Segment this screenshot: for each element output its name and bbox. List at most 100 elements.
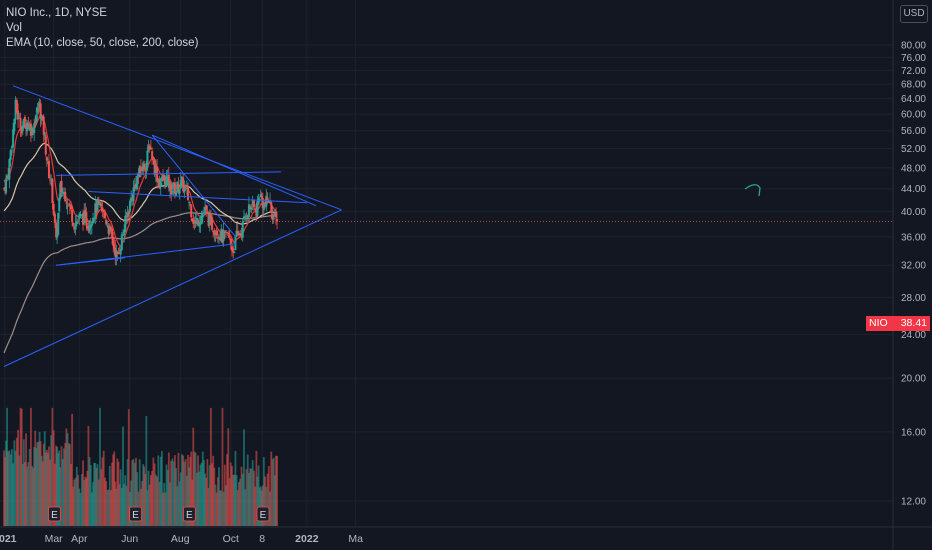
price-axis-tick-label: 24.00 — [901, 330, 926, 341]
volume-bar — [133, 462, 136, 526]
volume-bar — [50, 435, 53, 526]
candle-body — [200, 215, 203, 223]
candle-body — [41, 115, 44, 118]
currency-badge[interactable]: USD — [900, 5, 928, 23]
candle-body — [136, 176, 139, 190]
volume-bar — [136, 472, 139, 526]
price-axis-tick-label: 60.00 — [901, 110, 926, 121]
earnings-marker — [48, 506, 61, 522]
volume-bar — [170, 460, 173, 526]
candle-body — [62, 191, 65, 194]
candle-body — [90, 223, 93, 226]
volume-bar — [60, 446, 63, 526]
candle-body — [67, 203, 70, 205]
volume-bar — [25, 433, 27, 526]
volume-bar — [135, 457, 137, 526]
candle-body — [188, 202, 191, 203]
candle-body — [133, 185, 136, 189]
candle-body — [172, 182, 175, 189]
candle-body — [224, 230, 227, 232]
volume-bar — [218, 467, 220, 526]
volume-bar — [246, 454, 249, 526]
volume-bar — [6, 407, 9, 526]
volume-bar — [53, 463, 56, 526]
candle-body — [147, 147, 150, 150]
candle-body — [49, 179, 52, 181]
candle-body — [223, 231, 226, 233]
price-axis-tick-label: 56.00 — [901, 126, 926, 137]
candle-body — [146, 150, 149, 166]
candle-body — [193, 222, 196, 224]
volume-bar — [206, 459, 209, 526]
candle-body — [65, 202, 68, 204]
volume-bar — [227, 428, 230, 526]
volume-bar — [266, 473, 269, 526]
candle-body — [190, 205, 193, 218]
candle-body — [232, 248, 235, 253]
volume-bar — [18, 455, 21, 526]
candle-body — [238, 232, 241, 236]
candle-body — [201, 214, 204, 218]
candle-body — [51, 179, 54, 204]
candle-body — [204, 207, 207, 213]
volume-bar — [241, 473, 244, 526]
candle-body — [10, 146, 13, 149]
volume-bar — [264, 476, 266, 526]
candle-body — [106, 226, 109, 228]
candle-body — [9, 150, 12, 160]
volume-bar — [24, 462, 26, 526]
candle-body — [179, 179, 182, 189]
candle-body — [53, 213, 56, 223]
candle-body — [35, 114, 38, 122]
candle-body — [202, 213, 205, 214]
volume-bar — [233, 474, 236, 526]
candle-body — [271, 214, 274, 220]
time-axis-tick-label: Jun — [121, 533, 138, 545]
volume-bar — [31, 466, 34, 526]
candle-body — [171, 190, 174, 193]
price-axis-tick-label: 36.00 — [901, 232, 926, 243]
volume-bar — [216, 477, 219, 526]
volume-bar — [228, 478, 231, 526]
volume-bar — [215, 492, 218, 526]
volume-bar — [9, 454, 12, 526]
volume-bar — [112, 454, 115, 526]
volume-bar — [28, 448, 31, 526]
candle-body — [215, 230, 218, 236]
volume-bar — [27, 462, 30, 526]
candle-body — [79, 214, 82, 216]
volume-bar — [201, 451, 204, 526]
ema-indicator-label[interactable]: EMA (10, close, 50, close, 200, close) — [6, 37, 199, 49]
volume-bar — [20, 408, 23, 526]
symbol-title[interactable]: NIO Inc., 1D, NYSE — [6, 7, 107, 19]
trendline — [56, 171, 282, 176]
candle-body — [22, 118, 25, 127]
volume-bar — [84, 476, 87, 526]
time-axis-tick-label: Mar — [45, 533, 64, 545]
time-axis-tick-label: Apr — [71, 533, 88, 545]
volume-bar — [209, 407, 212, 526]
volume-bar — [211, 463, 213, 526]
volume-bar — [235, 475, 238, 526]
volume-bar — [164, 492, 167, 526]
candle-body — [245, 215, 248, 217]
price-axis-tick-label: 32.00 — [901, 261, 926, 272]
price-axis-tick-label: 16.00 — [901, 427, 926, 438]
volume-indicator-label[interactable]: Vol — [6, 22, 22, 34]
volume-bar — [222, 491, 225, 526]
candle-body — [247, 204, 250, 217]
volume-bar — [132, 458, 135, 526]
candle-body — [80, 214, 83, 216]
candle-body — [241, 221, 244, 238]
candle-body — [34, 121, 37, 124]
volume-bar — [64, 442, 67, 526]
volume-bar — [3, 450, 5, 526]
price-axis-tick-label: 20.00 — [901, 374, 926, 385]
volume-bar — [79, 492, 82, 526]
volume-bar — [7, 451, 10, 526]
volume-bar — [172, 461, 175, 526]
candle-body — [198, 223, 201, 227]
volume-bar — [78, 488, 81, 526]
candle-body — [126, 212, 129, 217]
